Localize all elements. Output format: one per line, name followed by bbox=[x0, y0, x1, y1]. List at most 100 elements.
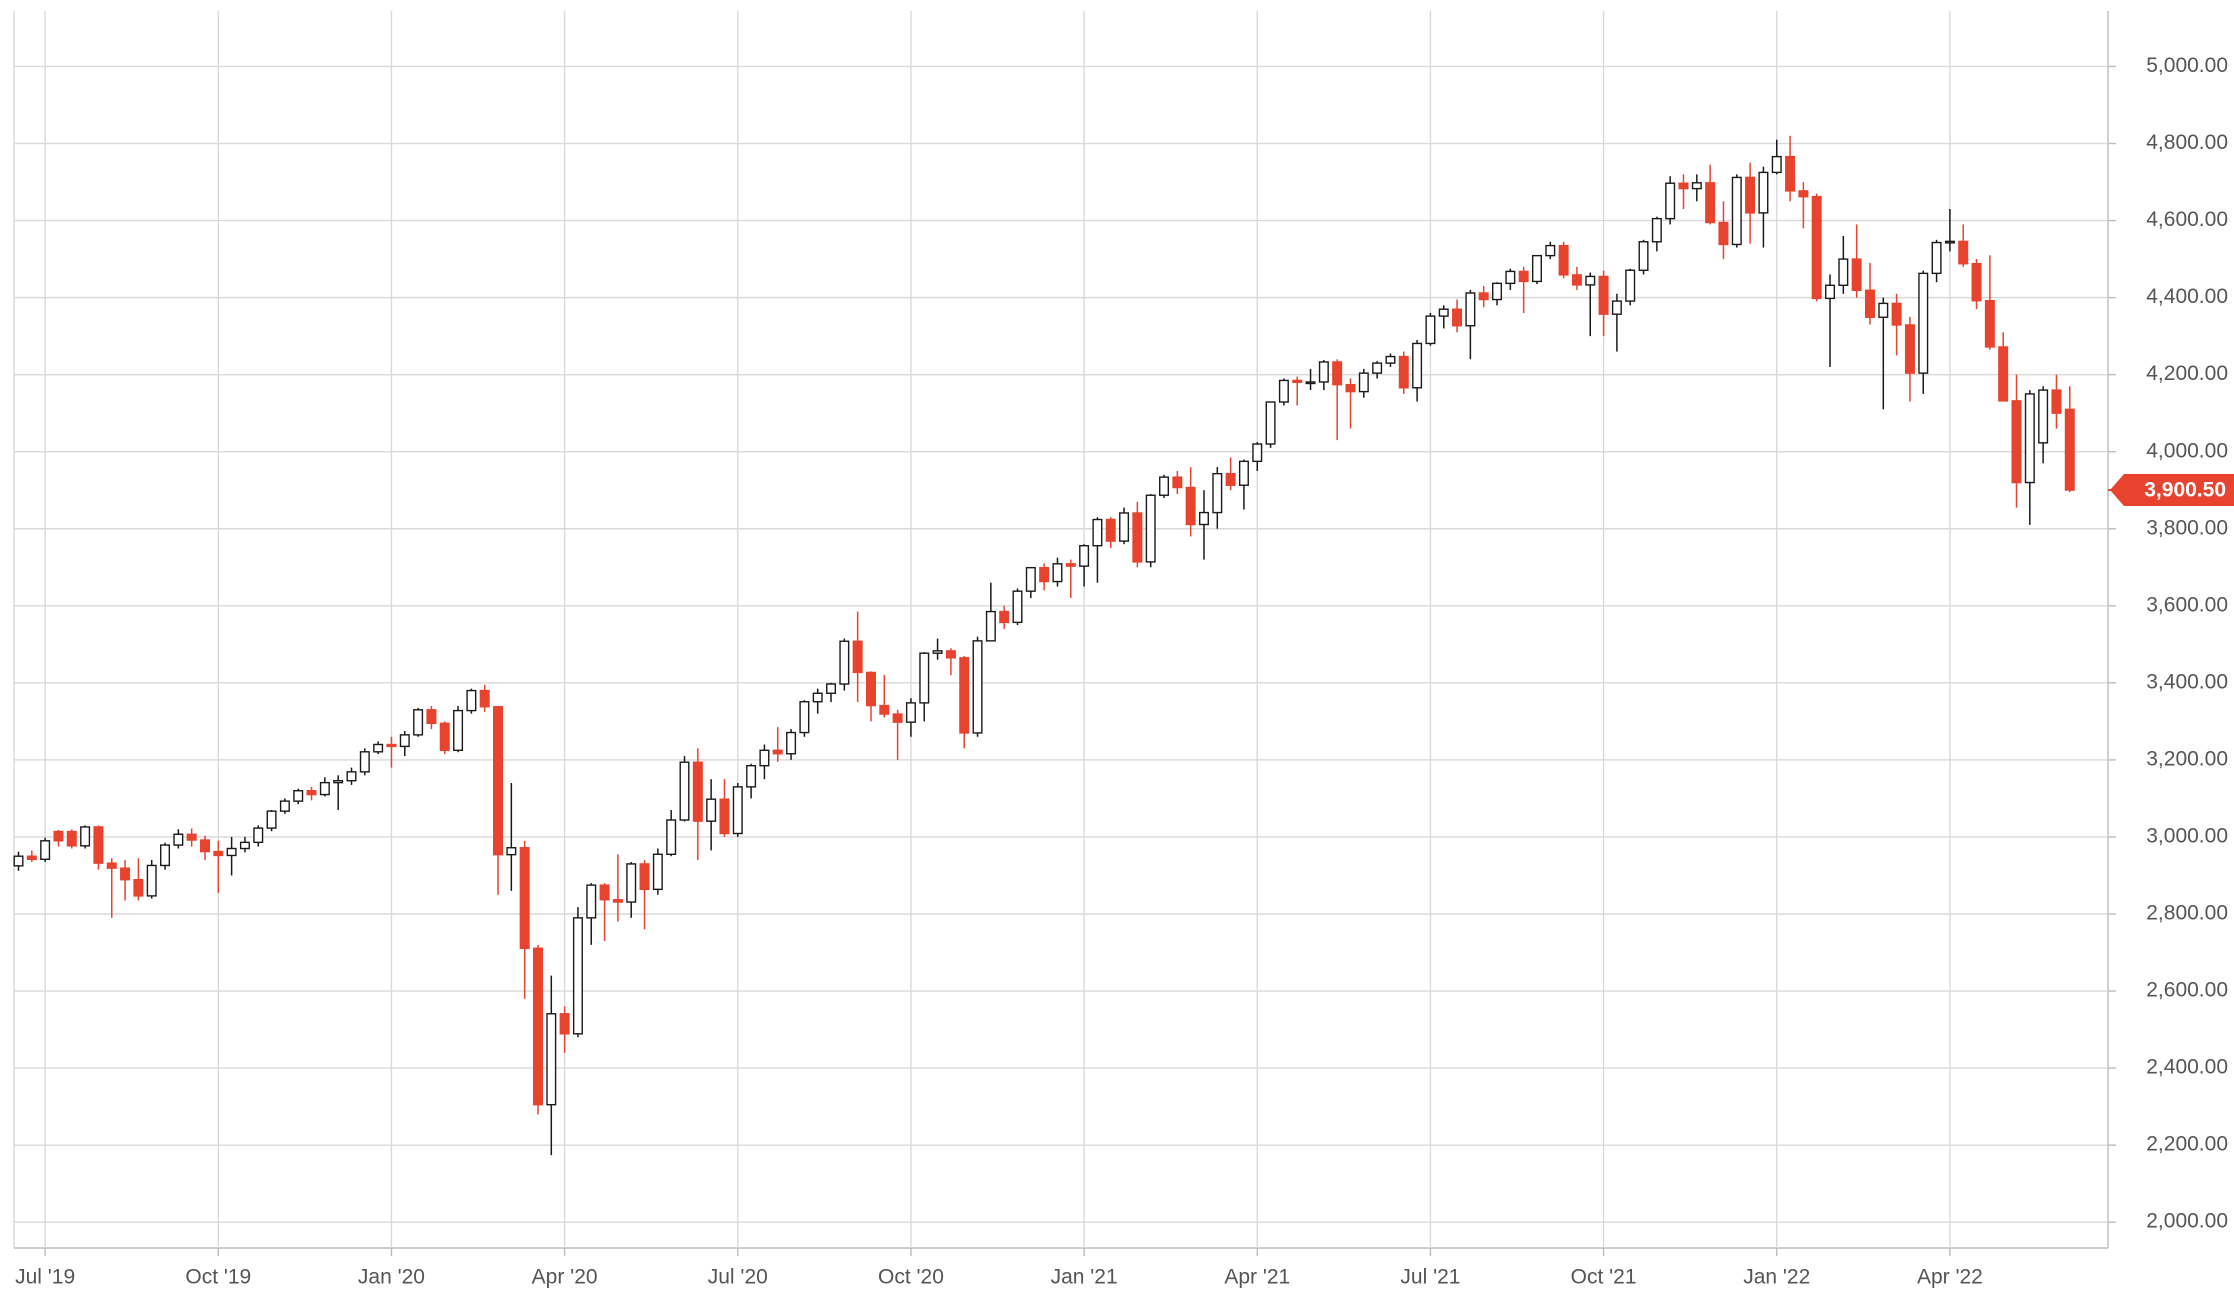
candle-body bbox=[1172, 476, 1183, 489]
candle-body bbox=[1904, 324, 1915, 374]
candle-body bbox=[1665, 182, 1676, 220]
x-tick-label: Jul '19 bbox=[15, 1266, 75, 1289]
candle-body bbox=[692, 761, 703, 822]
candle-body bbox=[1785, 155, 1796, 192]
candle-body bbox=[679, 761, 690, 821]
candle-body bbox=[639, 863, 650, 891]
candle-body bbox=[1878, 302, 1889, 318]
x-tick-label: Oct '20 bbox=[878, 1266, 944, 1289]
candle-body bbox=[1971, 263, 1982, 302]
candle-body bbox=[599, 884, 610, 901]
candle-body bbox=[426, 709, 437, 725]
candle-body bbox=[839, 640, 850, 685]
candle-body bbox=[1119, 512, 1130, 542]
last-price-label: 3,900.50 bbox=[2144, 479, 2226, 502]
candle-body bbox=[1705, 182, 1716, 224]
y-tick-label: 3,600.00 bbox=[2146, 593, 2228, 616]
candle-body bbox=[1438, 308, 1449, 317]
candle-body bbox=[786, 731, 797, 755]
candle-body bbox=[1585, 275, 1596, 286]
candle-body bbox=[1984, 299, 1995, 348]
candle-body bbox=[1318, 361, 1329, 383]
candle-body bbox=[1385, 355, 1396, 364]
candle-body bbox=[226, 847, 237, 857]
candle-body bbox=[26, 855, 37, 860]
candle-body bbox=[1412, 342, 1423, 389]
candle-body bbox=[333, 780, 344, 784]
candle-body bbox=[1292, 379, 1303, 384]
candle-body bbox=[1198, 511, 1209, 526]
candle-body bbox=[799, 701, 810, 734]
candle-body bbox=[1159, 476, 1170, 496]
candle-body bbox=[293, 790, 304, 802]
candle-body bbox=[2064, 408, 2075, 491]
x-tick-label: Apr '22 bbox=[1917, 1266, 1983, 1289]
last-price-tag bbox=[2110, 474, 2234, 507]
y-tick-label: 4,200.00 bbox=[2146, 362, 2228, 385]
candle-body bbox=[199, 839, 210, 853]
x-tick-label: Jan '21 bbox=[1051, 1266, 1118, 1289]
candle-body bbox=[586, 884, 597, 919]
candle-body bbox=[1745, 176, 1756, 214]
candle-body bbox=[2051, 389, 2062, 414]
x-tick-label: Jan '22 bbox=[1743, 1266, 1810, 1289]
candle-body bbox=[173, 833, 184, 846]
x-tick-label: Oct '19 bbox=[185, 1266, 251, 1289]
candle-body bbox=[306, 790, 317, 796]
candle-body bbox=[1625, 269, 1636, 302]
candle-body bbox=[1145, 494, 1156, 563]
candle-body bbox=[826, 683, 837, 694]
candle-body bbox=[892, 713, 903, 723]
candle-body bbox=[506, 847, 517, 856]
candle-body bbox=[133, 879, 144, 897]
candle-body bbox=[1332, 361, 1343, 386]
y-tick-label: 4,800.00 bbox=[2146, 131, 2228, 154]
candle-body bbox=[386, 743, 397, 748]
y-tick-label: 2,800.00 bbox=[2146, 902, 2228, 925]
candle-body bbox=[279, 800, 290, 812]
candle-body bbox=[959, 657, 970, 734]
candle-body bbox=[865, 671, 876, 707]
candle-body bbox=[479, 689, 490, 708]
y-tick-label: 2,400.00 bbox=[2146, 1056, 2228, 1079]
candle-body bbox=[1598, 275, 1609, 315]
candle-body bbox=[1771, 155, 1782, 174]
candle-body bbox=[373, 743, 384, 753]
candle-body bbox=[759, 749, 770, 767]
candle-body bbox=[1079, 545, 1090, 567]
candle-body bbox=[1758, 171, 1769, 214]
x-tick-label: Apr '21 bbox=[1224, 1266, 1290, 1289]
candle-body bbox=[319, 781, 330, 796]
candle-body bbox=[1851, 258, 1862, 291]
candle-body bbox=[1811, 195, 1822, 300]
candle-body bbox=[439, 722, 450, 751]
candle-body bbox=[13, 855, 24, 867]
candle-body bbox=[399, 734, 410, 748]
candle-body bbox=[746, 764, 757, 788]
candle-body bbox=[546, 1013, 557, 1106]
candle-body bbox=[2038, 389, 2049, 444]
candle-body bbox=[945, 650, 956, 659]
candle-body bbox=[1931, 241, 1942, 275]
y-tick-label: 3,000.00 bbox=[2146, 824, 2228, 847]
candle-body bbox=[239, 841, 250, 850]
candle-body bbox=[466, 689, 477, 712]
candle-body bbox=[652, 853, 663, 891]
candle-body bbox=[1798, 190, 1809, 198]
y-tick-label: 2,000.00 bbox=[2146, 1210, 2228, 1233]
candle-body bbox=[719, 798, 730, 835]
candle-body bbox=[532, 947, 543, 1106]
candle-body bbox=[40, 840, 51, 860]
candle-body bbox=[359, 751, 370, 773]
candle-body bbox=[346, 771, 357, 782]
candle-body bbox=[666, 819, 677, 855]
y-tick-label: 2,600.00 bbox=[2146, 979, 2228, 1002]
candle-body bbox=[2024, 393, 2035, 484]
candle-body bbox=[1425, 315, 1436, 345]
candle-body bbox=[1372, 362, 1383, 374]
candle-body bbox=[1065, 563, 1076, 567]
candle-body bbox=[413, 709, 424, 736]
candle-body bbox=[1092, 518, 1103, 547]
